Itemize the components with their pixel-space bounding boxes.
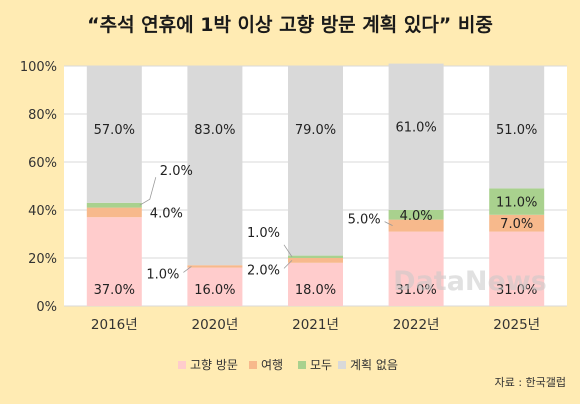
data-label: 2.0% — [160, 164, 193, 179]
data-labels: 37.0% 57.0% 4.0% 2.0% 16.0% 83.0% 1.0% 18.0% 79.… — [94, 121, 538, 298]
leader-line — [139, 177, 157, 206]
leader-line — [283, 244, 293, 258]
y-tick-label: 100% — [20, 60, 57, 75]
legend-swatch — [298, 361, 306, 369]
bar-segment — [86, 202, 142, 208]
legend-label: 고향 방문 — [190, 358, 238, 372]
data-label: 5.0% — [348, 213, 381, 228]
x-axis-ticks: 2016년 2020년 2021년 2022년 2025년 — [91, 317, 540, 333]
data-label: 1.0% — [146, 267, 179, 282]
bar-segment — [288, 262, 343, 306]
bar-segment — [489, 66, 545, 189]
data-label: 51.0% — [496, 123, 537, 138]
bar-segment — [489, 231, 545, 306]
y-tick-label: 40% — [28, 204, 57, 219]
legend-swatch — [249, 361, 257, 369]
bar-segment — [288, 255, 343, 258]
legend-swatch — [178, 361, 186, 369]
data-label: 7.0% — [500, 217, 533, 232]
y-tick-label: 20% — [28, 252, 57, 267]
bar-segment — [187, 265, 243, 268]
bar-segment — [489, 188, 545, 215]
legend-swatch — [338, 361, 346, 369]
bar-segment — [288, 258, 343, 263]
x-tick-label: 2021년 — [292, 317, 339, 333]
data-label: 16.0% — [194, 283, 235, 298]
bar-segment — [388, 219, 444, 232]
data-label: 37.0% — [94, 283, 135, 298]
bar-segment — [187, 66, 243, 266]
data-label: 18.0% — [295, 283, 336, 298]
leader-line — [384, 221, 393, 226]
leader-line — [183, 266, 192, 273]
source-note: 자료 : 한국갤럽 — [495, 375, 566, 389]
legend-label: 모두 — [310, 358, 332, 372]
legend-label: 계획 없음 — [350, 358, 398, 372]
chart-title: “추석 연휴에 1박 이상 고향 방문 계획 있다” 비중 — [87, 14, 493, 36]
bars — [86, 63, 545, 306]
data-label: 61.0% — [395, 121, 436, 136]
bar-segment — [288, 66, 343, 256]
watermark: DataNews — [393, 266, 547, 297]
y-axis-ticks: 0% 20% 40% 60% 80% 100% — [20, 60, 57, 315]
data-label: 4.0% — [150, 206, 183, 221]
data-label: 83.0% — [194, 123, 235, 138]
bar-segment — [187, 267, 243, 306]
x-tick-label: 2022년 — [393, 317, 440, 333]
leader-line — [283, 260, 293, 269]
x-tick-label: 2020년 — [192, 317, 239, 333]
y-tick-label: 0% — [36, 300, 57, 315]
legend: 고향 방문 여행 모두 계획 없음 — [178, 357, 398, 372]
bar-segment — [86, 217, 142, 306]
data-label: 2.0% — [247, 263, 280, 278]
data-label: 4.0% — [400, 209, 433, 224]
bar-segment — [489, 214, 545, 232]
data-label: 11.0% — [496, 196, 537, 211]
bar-segment — [388, 63, 444, 210]
y-tick-label: 60% — [28, 156, 57, 171]
bar-segment — [388, 210, 444, 220]
bar-segment — [86, 66, 142, 203]
x-tick-label: 2016년 — [91, 317, 138, 333]
data-label: 31.0% — [395, 283, 436, 298]
data-label: 57.0% — [94, 123, 135, 138]
y-tick-label: 80% — [28, 108, 57, 123]
data-label: 31.0% — [496, 283, 537, 298]
x-tick-label: 2025년 — [493, 317, 540, 333]
bar-segment — [388, 231, 444, 306]
data-label: 79.0% — [295, 123, 336, 138]
bar-segment — [86, 207, 142, 218]
data-label: 1.0% — [247, 226, 280, 241]
legend-label: 여행 — [261, 357, 283, 372]
